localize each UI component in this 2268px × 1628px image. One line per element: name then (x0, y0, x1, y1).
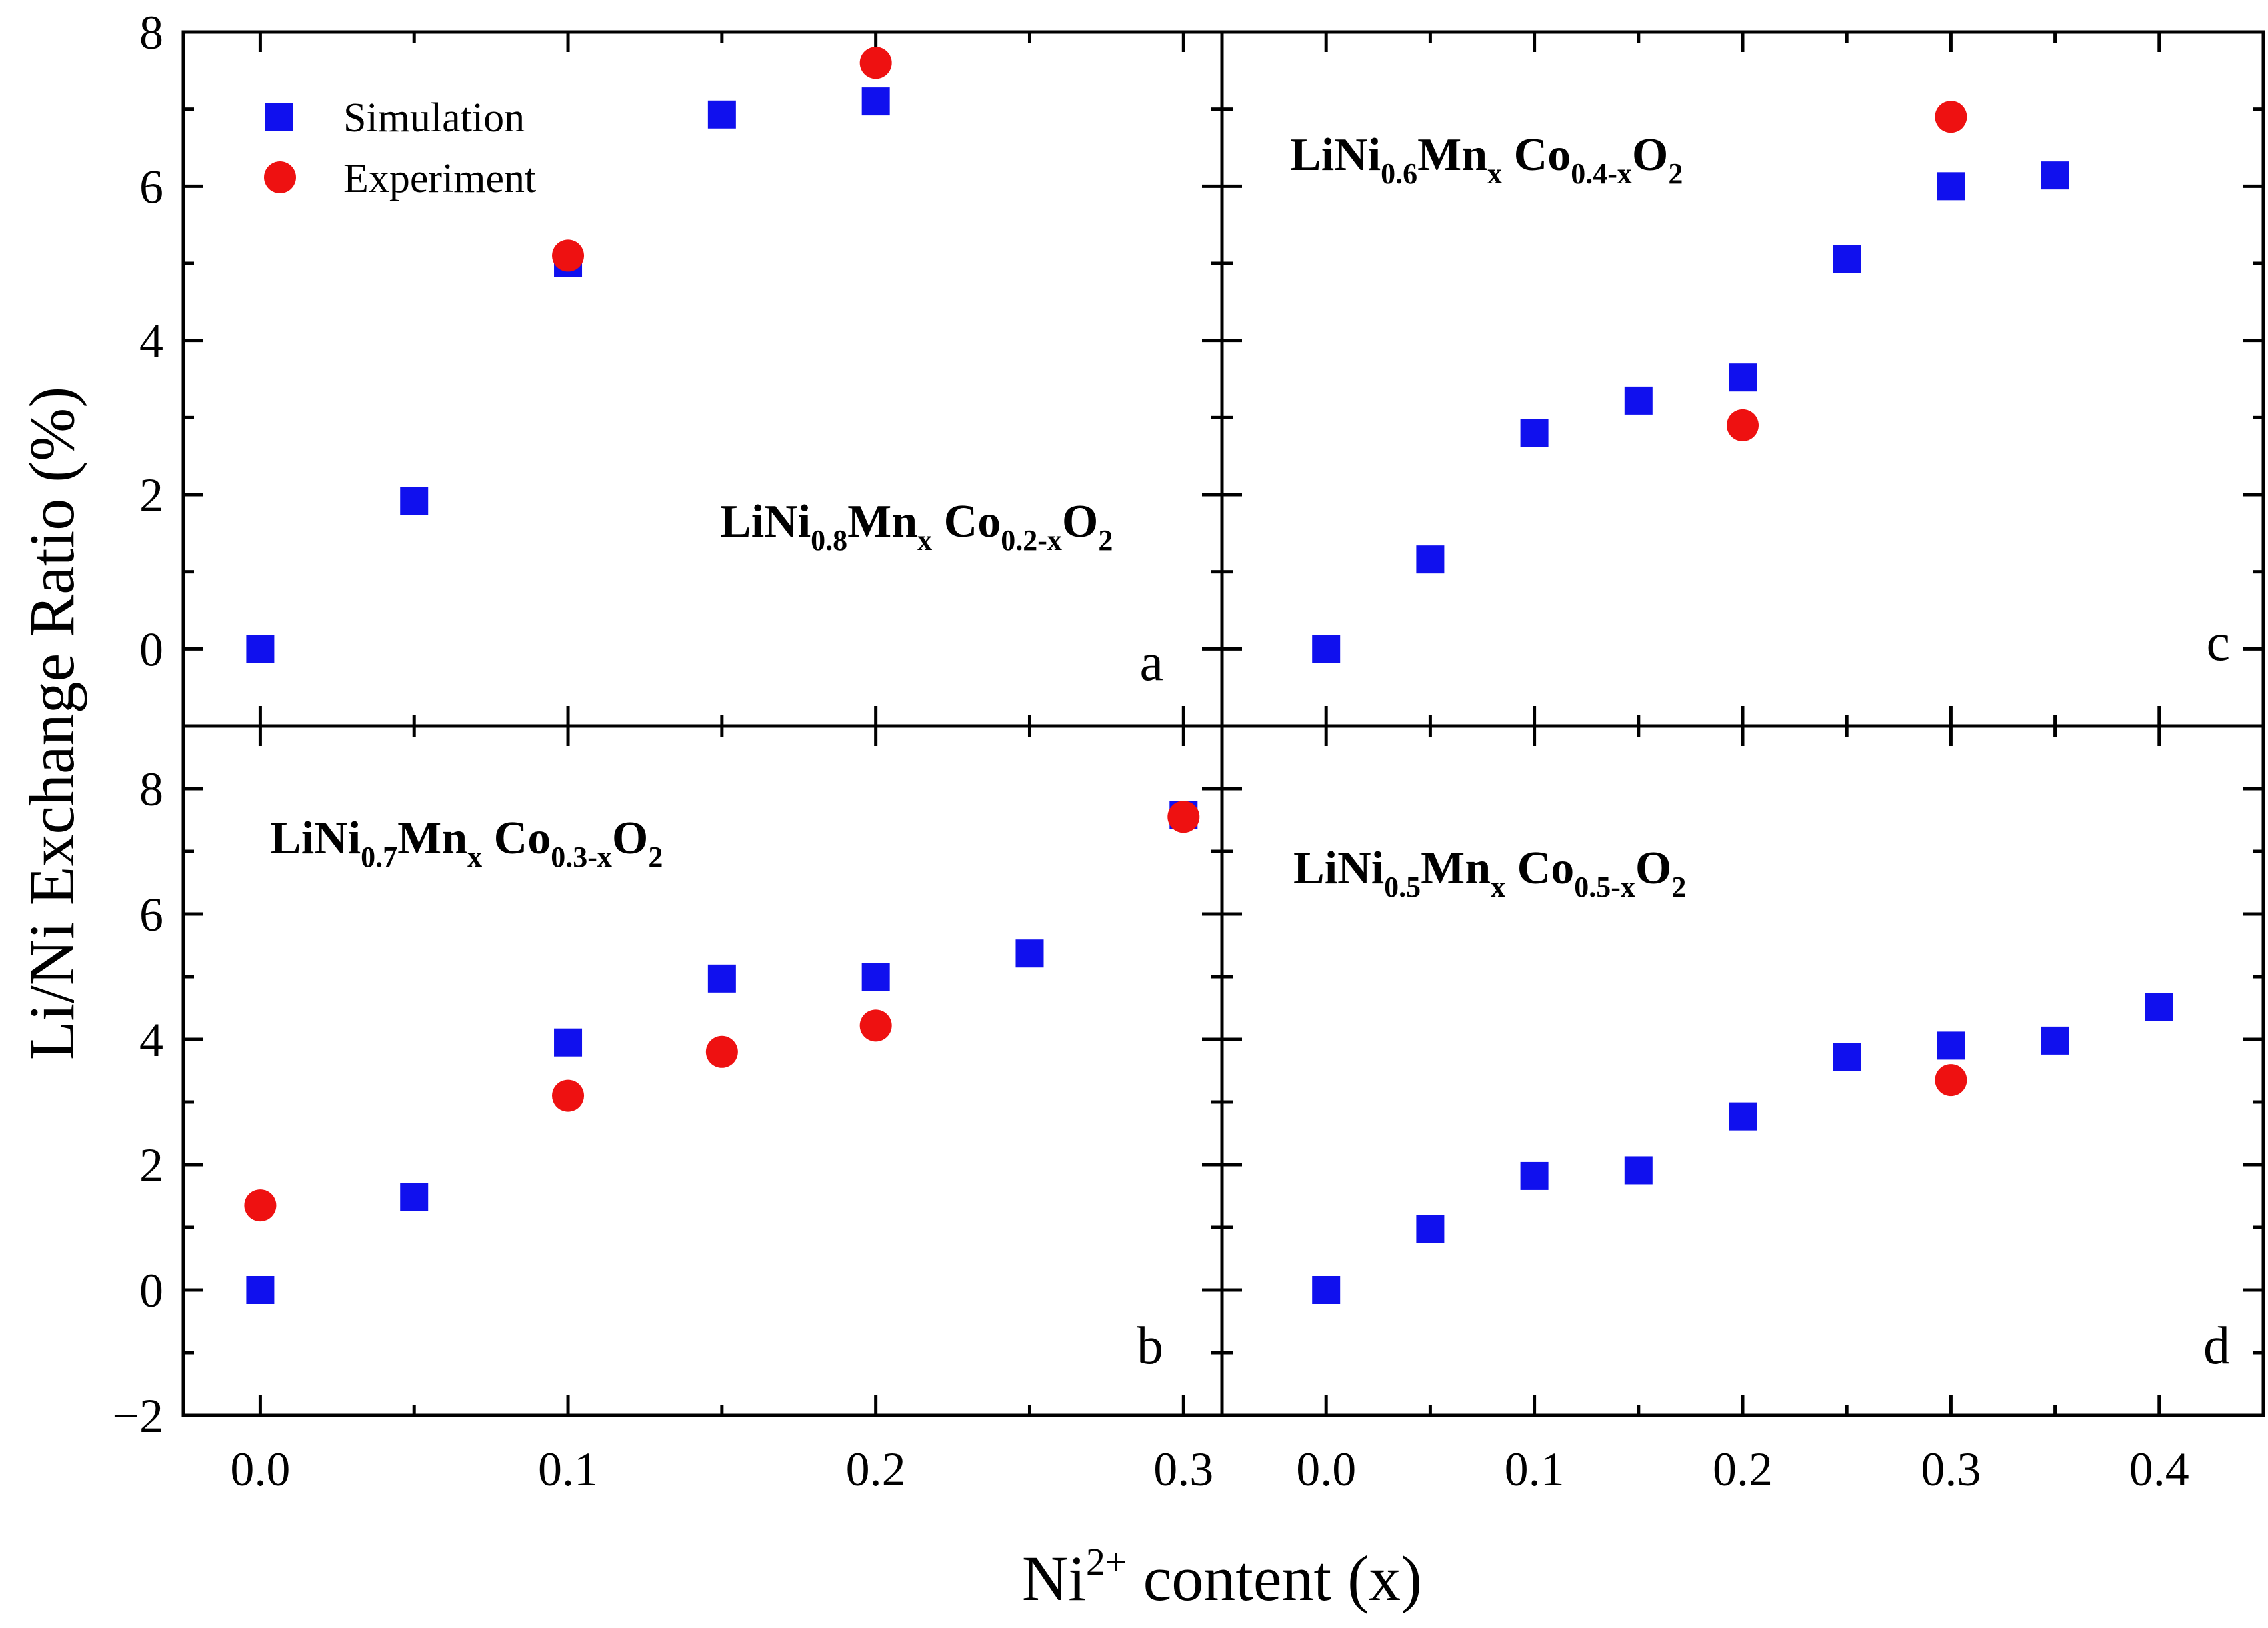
simulation-point-b (1015, 939, 1044, 968)
experiment-point-c (1727, 409, 1759, 441)
x-axis-title: Ni2+ content (x) (1022, 1540, 1422, 1614)
simulation-point-d (2041, 1026, 2069, 1055)
panel-a-letter: a (1139, 633, 1163, 692)
panel-b-formula: LiNi0.7Mnx Co0.3-xO2 (270, 813, 663, 873)
legend-experiment-label: Experiment (343, 156, 536, 201)
simulation-point-b (707, 964, 736, 993)
simulation-point-a (707, 100, 736, 129)
experiment-point-d (1935, 1064, 1967, 1097)
legend-simulation-marker (265, 103, 293, 131)
simulation-point-d (1520, 1161, 1549, 1190)
panel-d-letter: d (2203, 1317, 2230, 1375)
x-axis-title-base: Ni (1022, 1543, 1086, 1614)
simulation-point-a (861, 87, 890, 116)
data-markers (244, 47, 2173, 1304)
y-tick-label-b: 0 (139, 1264, 163, 1317)
experiment-point-b (244, 1189, 277, 1222)
x-tick-label-b: 0.1 (538, 1443, 598, 1496)
simulation-point-b (246, 1276, 275, 1304)
y-tick-label-a: 8 (139, 6, 163, 59)
simulation-point-c (1937, 172, 1965, 201)
panel-c-letter: c (2206, 613, 2230, 672)
x-tick-label-b: 0.0 (230, 1443, 290, 1496)
experiment-point-a (552, 239, 585, 272)
simulation-point-d (1312, 1276, 1341, 1304)
x-tick-label-b: 0.3 (1153, 1443, 1213, 1496)
simulation-point-b (861, 963, 890, 991)
legend: Simulation Experiment (264, 95, 536, 201)
y-tick-label-b: 2 (139, 1139, 163, 1192)
x-tick-label-d: 0.3 (1921, 1443, 1981, 1496)
y-tick-label-b: 6 (139, 888, 163, 941)
experiment-point-b (705, 1035, 738, 1068)
x-tick-label-d: 0.1 (1505, 1443, 1565, 1496)
x-tick-label-d: 0.2 (1713, 1443, 1773, 1496)
x-axis-title-rest: content (x) (1127, 1543, 1423, 1614)
simulation-point-a (400, 487, 429, 515)
y-axis-title: Li/Ni Exchange Ratio (%) (16, 387, 87, 1060)
experiment-point-b (859, 1009, 892, 1042)
tick-labels: 0 2 4 6 8 −2 0 2 4 6 8 0.0 0.1 0.2 0.3 0.0 0.1 0.2 0.3 0.4 (112, 6, 2189, 1496)
panel-c-formula: LiNi0.6Mnx Co0.4-xO2 (1290, 129, 1683, 190)
panel-b-letter: b (1137, 1317, 1163, 1375)
y-tick-label-a: 2 (139, 469, 163, 522)
simulation-point-d (1624, 1156, 1653, 1185)
y-tick-label-b: 8 (139, 763, 163, 816)
experiment-point-b (552, 1079, 585, 1112)
simulation-point-d (2145, 993, 2173, 1021)
y-tick-label-a: 0 (139, 623, 163, 676)
tick-marks (183, 32, 2263, 1415)
simulation-point-c (1624, 386, 1653, 415)
simulation-point-d (1416, 1215, 1445, 1243)
x-tick-label-d: 0.4 (2129, 1443, 2189, 1496)
simulation-point-d (1729, 1102, 1757, 1131)
panel-a-formula: LiNi0.8Mnx Co0.2-xO2 (720, 496, 1113, 557)
experiment-point-b (1167, 801, 1200, 833)
panel-d-formula: LiNi0.5Mnx Co0.5-xO2 (1293, 843, 1686, 903)
y-tick-label-a: 6 (139, 160, 163, 213)
simulation-point-c (1729, 363, 1757, 392)
x-tick-label-b: 0.2 (846, 1443, 906, 1496)
y-tick-label-a: 4 (139, 315, 163, 368)
simulation-point-b (400, 1183, 429, 1211)
experiment-point-a (859, 47, 892, 79)
x-axis-title-superscript: 2+ (1086, 1540, 1127, 1583)
simulation-point-b (554, 1028, 583, 1057)
panel-frames (181, 30, 2265, 1417)
y-tick-label-b: 4 (139, 1013, 163, 1067)
simulation-point-c (1833, 245, 1861, 273)
simulation-point-d (1937, 1031, 1965, 1060)
simulation-point-c (2041, 161, 2069, 190)
simulation-point-d (1833, 1043, 1861, 1071)
simulation-point-c (1520, 419, 1549, 447)
y-tick-label-b: −2 (112, 1389, 163, 1443)
simulation-point-a (246, 635, 275, 663)
x-tick-label-d: 0.0 (1296, 1443, 1356, 1496)
legend-simulation-label: Simulation (343, 95, 525, 141)
legend-experiment-marker (264, 161, 296, 193)
simulation-point-c (1416, 545, 1445, 574)
experiment-point-c (1935, 101, 1967, 133)
simulation-point-c (1312, 635, 1341, 663)
